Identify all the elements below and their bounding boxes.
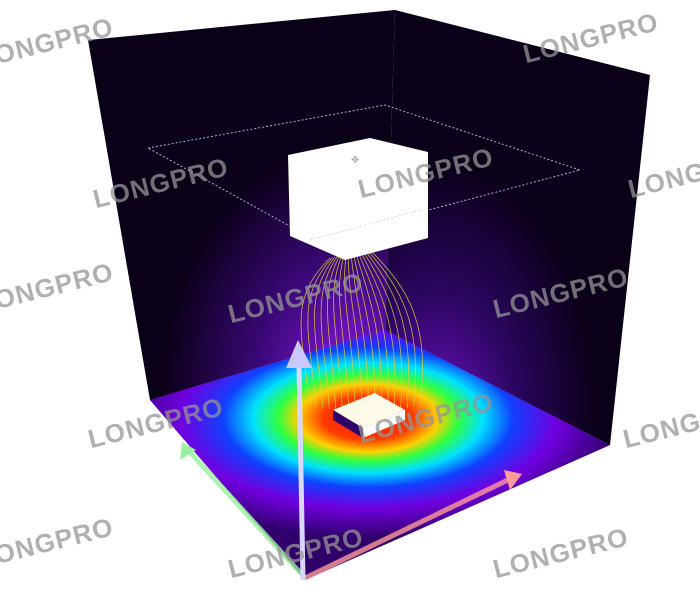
field-line xyxy=(327,255,340,411)
axis-x-arrow[interactable] xyxy=(303,470,522,581)
move-cursor-icon[interactable]: ✥ xyxy=(351,155,359,166)
field-line xyxy=(314,256,336,408)
field-line xyxy=(369,249,423,406)
field-line xyxy=(333,255,343,412)
field-line xyxy=(320,256,338,410)
field-line xyxy=(350,253,369,413)
field-line xyxy=(367,250,417,407)
axis-z-arrow[interactable] xyxy=(286,340,312,581)
field-line xyxy=(307,257,333,407)
field-line xyxy=(344,254,356,413)
left-wall xyxy=(88,10,395,400)
plane-outline xyxy=(146,104,582,241)
field-lines xyxy=(300,249,423,413)
field-line xyxy=(300,257,331,406)
source-cube: ✥ xyxy=(288,138,428,260)
right-wall xyxy=(385,10,650,445)
target-block xyxy=(333,393,405,438)
field-line xyxy=(338,255,350,413)
field-line xyxy=(355,252,382,413)
field-line xyxy=(360,251,396,411)
field-line xyxy=(357,252,389,412)
field-line xyxy=(364,250,410,408)
field-line xyxy=(353,253,376,413)
field-line xyxy=(362,251,403,410)
field-line xyxy=(348,254,363,413)
axis-y-arrow[interactable] xyxy=(180,442,307,580)
